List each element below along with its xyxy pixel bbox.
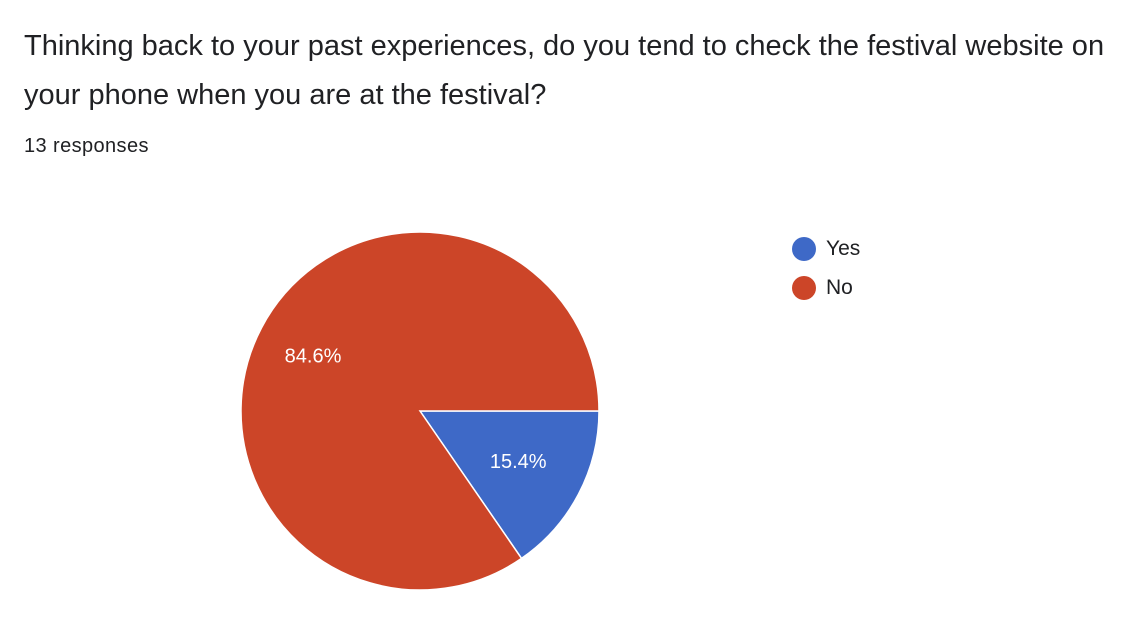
pie-slice-no[interactable] <box>240 231 600 591</box>
legend: Yes No <box>792 229 860 307</box>
legend-swatch-yes <box>792 236 816 261</box>
legend-swatch-no <box>792 275 816 300</box>
pie-slice-yes[interactable] <box>418 410 600 560</box>
question-title: Thinking back to your past experiences, … <box>24 30 1105 111</box>
legend-item-no[interactable]: No <box>792 268 860 307</box>
response-count: 13 responses <box>24 135 149 157</box>
pie-label-yes: 15.4% <box>490 451 547 473</box>
pie-label-no: 84.6% <box>285 345 342 367</box>
pie-labels: 15.4% 84.6% <box>285 345 547 473</box>
legend-label-no: No <box>826 275 853 299</box>
legend-label-yes: Yes <box>826 236 861 260</box>
pie-slices <box>240 231 600 591</box>
legend-item-yes[interactable]: Yes <box>792 229 860 268</box>
